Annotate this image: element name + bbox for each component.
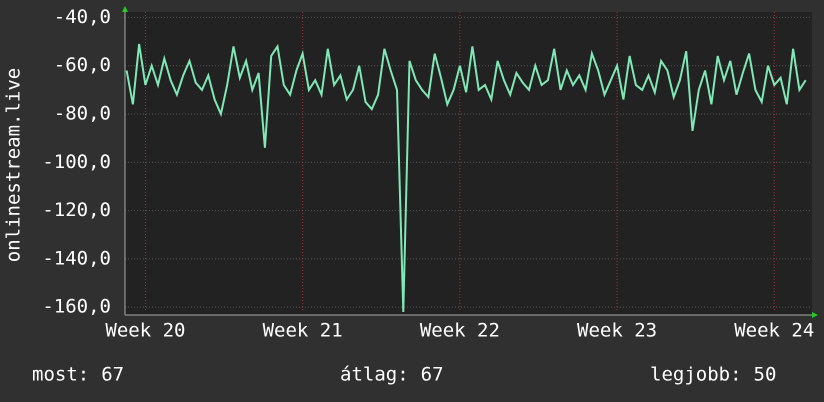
y-tick-label: -120,0 — [42, 199, 111, 221]
footer-value: 67 — [421, 364, 444, 386]
y-tick-label: -100,0 — [42, 151, 111, 173]
y-tick-label: -40,0 — [54, 6, 111, 28]
x-tick-label: Week 24 — [734, 320, 814, 342]
y-axis-label: onlinestream.live — [3, 68, 25, 262]
x-tick-label: Week 21 — [263, 320, 343, 342]
y-tick-label: -80,0 — [54, 103, 111, 125]
footer-label: most: — [32, 364, 89, 386]
x-tick-label: Week 22 — [420, 320, 500, 342]
x-tick-label: Week 20 — [105, 320, 185, 342]
y-tick-label: -140,0 — [42, 247, 111, 269]
axis-arrow — [812, 312, 818, 318]
footer-value: 67 — [101, 364, 124, 386]
x-tick-label: Week 23 — [577, 320, 657, 342]
series-line — [125, 43, 807, 313]
axis-arrow — [122, 6, 128, 12]
footer-value: 50 — [754, 364, 777, 386]
footer-label: átlag: — [340, 364, 409, 386]
y-tick-label: -60,0 — [54, 54, 111, 76]
plot-area — [125, 12, 812, 315]
y-tick-label: -160,0 — [42, 296, 111, 318]
footer-label: legjobb: — [650, 364, 742, 386]
